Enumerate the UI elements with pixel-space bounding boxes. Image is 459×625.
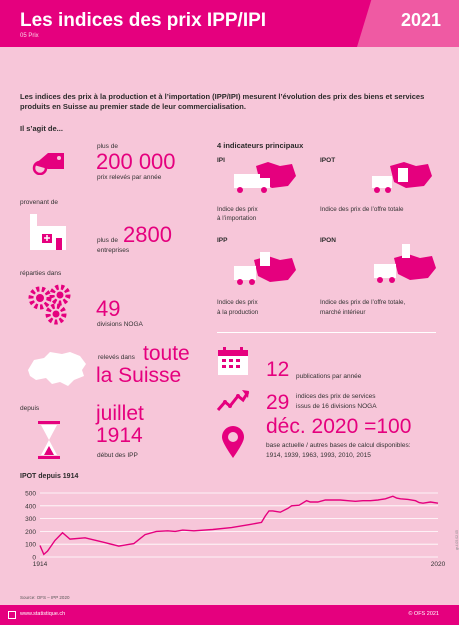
indicator-code-ipi: IPI (217, 157, 225, 164)
indicator-desc-ipon-1: Indice des prix de l’offre totale, (320, 299, 406, 306)
ipot-series-line (39, 495, 439, 556)
base-big: déc. 2020 =100 (266, 415, 412, 438)
year-tab (357, 0, 459, 47)
since-post: début des IPP (97, 452, 138, 459)
indicator-desc-ipp-1: Indice des prix (217, 299, 258, 306)
since-big-1: juillet (96, 402, 144, 425)
production-icon (234, 252, 296, 285)
base-text-2: 1914, 1939, 1963, 1993, 2010, 2015 (266, 452, 371, 459)
y-tick-label-4: 400 (25, 503, 36, 510)
source-note: Source: OFS – IPP 2020 (20, 595, 70, 600)
footer-copyright: © OFS 2021 (408, 611, 439, 617)
divider (217, 332, 436, 333)
year-label: 2021 (400, 10, 441, 30)
calendar-icon (218, 347, 248, 375)
prices-number: 200 000 (96, 149, 176, 174)
noga-post: divisions NOGA (97, 321, 143, 328)
split-label: réparties dans (20, 270, 62, 277)
ent-number: 2800 (123, 222, 172, 247)
total-offer-icon (372, 162, 432, 193)
from-label: provenant de (20, 199, 58, 206)
ipot-line-chart: 0 100 200 300 400 500 1914 2020 (25, 491, 446, 569)
indicator-desc-ipot-1: Indice des prix de l’offre totale (320, 206, 404, 213)
hourglass-icon (38, 421, 60, 459)
indicator-desc-ipi-1: Indice des prix (217, 206, 258, 213)
services-text-2: issus de 16 divisions NOGA (296, 403, 377, 410)
since-big-2: 1914 (96, 424, 143, 447)
location-pin-icon (222, 426, 244, 458)
page-title: Les indices des prix IPP/IPI (20, 10, 267, 31)
indicator-code-ipon: IPON (320, 237, 336, 244)
prices-post: prix relevés par année (97, 174, 162, 181)
pub-number: 12 (266, 358, 290, 381)
header-banner: Les indices des prix IPP/IPI 05 Prix 202… (0, 0, 459, 47)
footer-website[interactable]: www.statistique.ch (20, 611, 66, 617)
noga-number: 49 (96, 296, 121, 321)
indicator-desc-ipi-2: à l’importation (217, 215, 257, 222)
y-tick-label-2: 200 (25, 529, 36, 536)
it-is-label: Il s’agit de... (20, 124, 63, 133)
vertical-code: gr-f-05.02.05 (455, 530, 459, 551)
y-tick-label-3: 300 (25, 516, 36, 523)
services-number: 29 (266, 391, 290, 414)
swiss-big-1: toute (143, 342, 190, 365)
x-tick-label-0: 1914 (33, 561, 48, 568)
factory-icon (30, 214, 66, 250)
indicator-desc-ipp-2: à la production (217, 309, 259, 316)
ent-pre: plus de (97, 237, 118, 244)
swiss-big-2: la Suisse (96, 364, 182, 387)
swiss-flag-icon (8, 611, 16, 619)
indicator-code-ipot: IPOT (320, 157, 336, 164)
page-subtitle: 05 Prix (20, 33, 39, 39)
intro-text: Les indices des prix à la production et … (20, 92, 425, 111)
domestic-market-icon (374, 244, 436, 283)
since-label: depuis (20, 405, 40, 412)
gears-icon (28, 284, 71, 325)
indicator-desc-ipon-2: marché intérieur (320, 309, 366, 316)
indicator-code-ipp: IPP (217, 237, 228, 244)
prices-pre: plus de (97, 143, 118, 150)
price-tag-icon (32, 153, 64, 175)
base-text-1: base actuelle / autres bases de calcul d… (266, 442, 411, 449)
services-text-1: indices des prix de services (296, 393, 376, 400)
pub-text: publications par année (296, 373, 362, 380)
swiss-pre: relevés dans (98, 354, 135, 361)
footer-bar: www.statistique.ch © OFS 2021 (0, 605, 459, 625)
y-tick-label-1: 100 (25, 542, 36, 549)
y-tick-label-5: 500 (25, 491, 36, 498)
import-truck-icon (234, 162, 296, 193)
chart-title: IPOT depuis 1914 (20, 473, 79, 480)
switzerland-map-icon (28, 352, 86, 386)
trend-arrow-icon (216, 390, 250, 411)
indicators-title: 4 indicateurs principaux (217, 141, 304, 150)
y-tick-label-0: 0 (32, 555, 36, 562)
x-tick-label-1: 2020 (431, 561, 446, 568)
ent-post: entreprises (97, 247, 130, 254)
